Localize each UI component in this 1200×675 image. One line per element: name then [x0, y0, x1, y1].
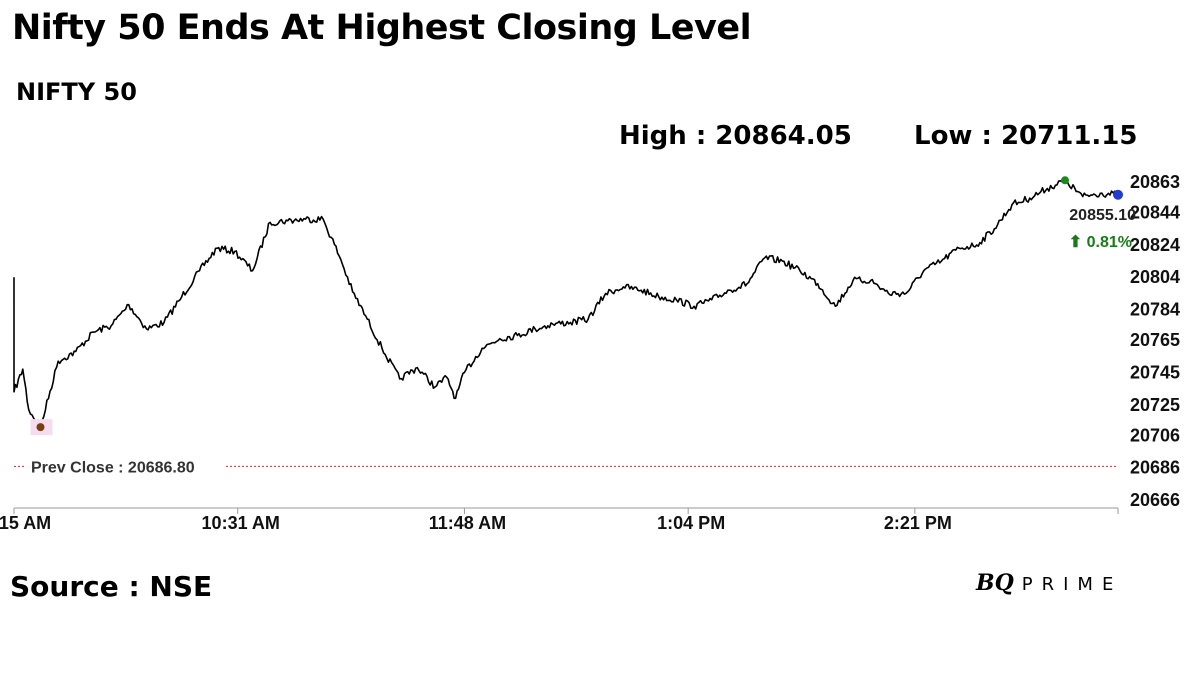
- chart-title: Nifty 50 Ends At Highest Closing Level: [12, 8, 752, 48]
- day-high-marker: [1061, 176, 1070, 185]
- day-high: High : 20864.05: [619, 121, 852, 151]
- prev-close-label-bg: [24, 456, 224, 477]
- x-tick-label: 1:04 PM: [657, 513, 725, 533]
- y-tick-label: 20784: [1130, 300, 1180, 320]
- y-tick-label: 20824: [1130, 235, 1180, 255]
- y-tick-label: 20706: [1130, 425, 1180, 445]
- y-axis: 20666 20686 20706 20725 20745 20765 20784 20804…: [1130, 172, 1180, 510]
- y-tick-label: 20686: [1130, 458, 1180, 478]
- day-low: Low : 20711.15: [914, 121, 1138, 151]
- x-tick-label: 11:48 AM: [429, 513, 506, 533]
- day-low-marker: [36, 423, 45, 432]
- x-tick-label: 9:15 AM: [0, 513, 51, 533]
- y-tick-label: 20725: [1130, 395, 1180, 415]
- price-line: [13, 177, 1119, 429]
- x-axis: 9:15 AM 10:31 AM 11:48 AM 1:04 PM 2:21 PM: [0, 508, 1119, 533]
- change-percent-label: ⬆ 0.81%: [1069, 234, 1132, 251]
- brand-wordmark: PRIME: [1021, 574, 1123, 595]
- source-note: Source : NSE: [10, 570, 213, 603]
- y-tick-label: 20844: [1130, 203, 1180, 223]
- brand-mark: BQ: [976, 570, 1014, 596]
- y-tick-label: 20804: [1130, 267, 1180, 287]
- brand-logo: BQ PRIME: [976, 570, 1122, 596]
- x-tick-label: 2:21 PM: [884, 513, 952, 533]
- y-tick-label: 20666: [1130, 490, 1180, 510]
- last-price-marker: [1113, 189, 1123, 200]
- y-tick-label: 20765: [1130, 330, 1180, 350]
- x-tick-label: 10:31 AM: [202, 513, 280, 533]
- prev-close-label: Prev Close : 20686.80: [31, 459, 195, 476]
- last-price-label: 20855.10: [1069, 207, 1136, 224]
- index-name: NIFTY 50: [16, 78, 137, 106]
- y-tick-label: 20745: [1130, 362, 1180, 382]
- y-tick-label: 20863: [1130, 172, 1180, 192]
